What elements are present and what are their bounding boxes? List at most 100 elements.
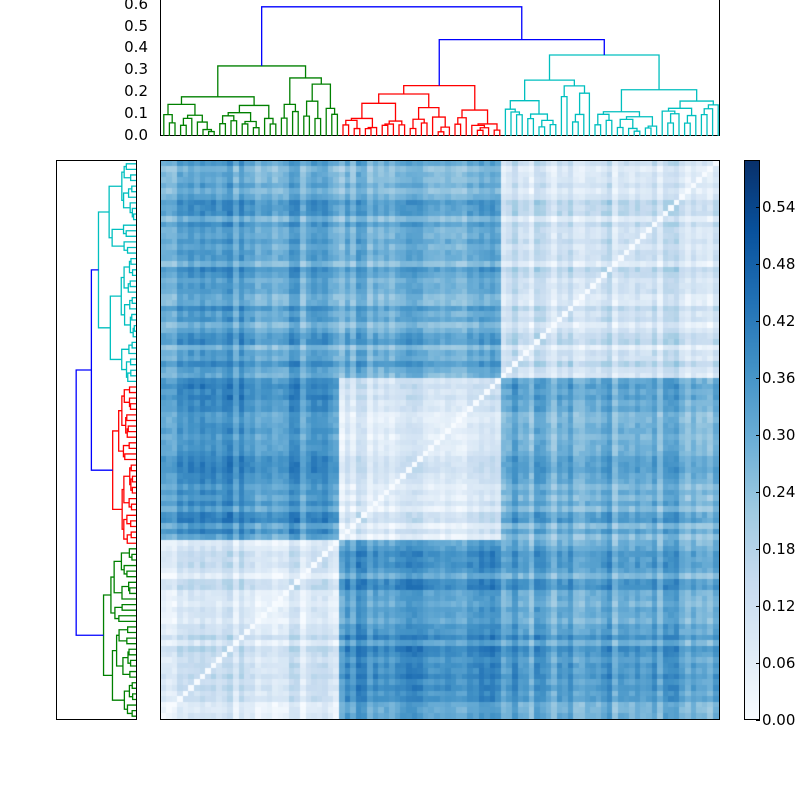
dendrogram-link xyxy=(126,534,136,544)
dendrogram-link xyxy=(168,122,176,136)
colorbar-tick xyxy=(756,549,760,551)
dendrogram-link xyxy=(594,124,602,136)
dendrogram-link xyxy=(403,84,476,111)
dendrogram-link xyxy=(129,659,136,667)
dendrogram-link xyxy=(476,129,484,136)
dendrogram-link xyxy=(123,266,130,289)
dendrogram-link xyxy=(541,119,554,127)
dendrogram-link xyxy=(683,122,691,136)
dendrogram-link xyxy=(130,464,136,472)
dendrogram-link xyxy=(549,123,557,136)
dendrogram-link xyxy=(127,626,136,634)
dendrogram-link xyxy=(202,128,213,136)
dendrogram-link xyxy=(238,104,270,119)
top-dendrogram xyxy=(160,0,720,136)
dendrogram-link xyxy=(510,111,521,136)
colorbar-tick xyxy=(756,720,760,721)
dendrogram-link xyxy=(263,117,274,136)
dendrogram-link xyxy=(126,570,136,578)
dendrogram-link xyxy=(361,102,397,122)
dendrogram-link xyxy=(127,283,136,293)
dendrogram-link xyxy=(620,89,698,112)
dendrogram-link xyxy=(131,682,136,689)
dendrogram-link xyxy=(129,280,136,288)
dendrogram-link xyxy=(303,115,311,136)
dendrogram-link xyxy=(350,117,374,128)
dendrogram-link xyxy=(342,124,350,136)
colorbar-tick xyxy=(756,207,760,209)
dendrogram-link xyxy=(230,120,238,136)
dendrogram-link xyxy=(128,442,136,450)
dendrogram-link xyxy=(131,341,136,349)
dendrogram-link xyxy=(126,637,136,645)
dendrogram-link xyxy=(331,113,339,136)
dendrogram-link xyxy=(627,127,638,136)
dendrogram-link xyxy=(707,104,719,136)
dendrogram-link xyxy=(120,552,130,571)
dendrogram-link xyxy=(129,403,136,410)
dendrogram-link xyxy=(126,414,136,422)
dendrogram-link xyxy=(125,163,136,171)
dendrogram-link xyxy=(128,344,136,355)
dendrogram-link xyxy=(186,114,203,123)
dendrogram-link xyxy=(129,587,136,595)
colorbar-tick-label: 0.54 xyxy=(762,198,796,217)
dendrogram-link xyxy=(128,497,136,508)
dendrogram-link xyxy=(378,93,430,108)
dendrogram-link xyxy=(560,95,568,136)
dendrogram-link xyxy=(454,123,462,136)
dendrogram-link xyxy=(127,651,131,664)
dendrogram-link xyxy=(314,117,322,136)
dendrogram-link xyxy=(128,397,136,408)
dendrogram-link xyxy=(129,174,136,182)
colorbar-axis: 0.00 0.06 0.12 0.18 0.24 0.30 0.36 0.42 0.48 0.54 xyxy=(744,150,800,730)
dendrogram-link xyxy=(196,121,208,136)
dendrogram-link xyxy=(548,54,660,90)
y-tick-label: 0.5 xyxy=(124,16,148,35)
dendrogram-link xyxy=(625,116,654,127)
dendrogram-link xyxy=(163,113,173,136)
dendrogram-link xyxy=(128,684,133,698)
dendrogram-link xyxy=(129,299,136,310)
dendrogram-link xyxy=(112,430,123,511)
dendrogram-link xyxy=(130,258,136,265)
colorbar-tick xyxy=(756,606,760,608)
dendrogram-link xyxy=(109,295,122,361)
dendrogram-link xyxy=(345,119,358,129)
dendrogram-link xyxy=(381,124,389,136)
dendrogram-link xyxy=(126,246,136,254)
dendrogram-link xyxy=(122,656,130,676)
dendrogram-link xyxy=(128,260,133,274)
colorbar-tick-label: 0.36 xyxy=(762,369,796,388)
dendrogram-link xyxy=(121,348,129,371)
dendrogram-link xyxy=(644,127,652,136)
dendrogram-link xyxy=(364,127,372,136)
dendrogram-link xyxy=(207,130,215,136)
dendrogram-link xyxy=(167,103,196,116)
colorbar-tick xyxy=(756,435,760,437)
dendrogram-link xyxy=(578,92,591,136)
dendrogram-link xyxy=(527,117,535,136)
dendrogram-link xyxy=(124,453,136,461)
dendrogram-link xyxy=(217,65,307,97)
dendrogram-link xyxy=(493,129,501,136)
dendrogram-link xyxy=(131,553,136,561)
dendrogram-link xyxy=(126,514,136,525)
colorbar-tick-label: 0.12 xyxy=(762,597,796,616)
top-dendrogram-y-axis: 0.0 0.1 0.2 0.3 0.4 0.5 0.6 xyxy=(110,0,160,144)
colorbar-tick-label: 0.00 xyxy=(762,711,796,729)
colorbar-tick-label: 0.06 xyxy=(762,654,796,673)
dendrogram-link xyxy=(244,120,257,128)
dendrogram-link xyxy=(384,123,395,136)
dendrogram-link xyxy=(563,85,586,97)
dendrogram-link xyxy=(131,297,136,304)
dendrogram-link xyxy=(130,503,136,511)
dendrogram-link xyxy=(669,113,680,136)
colorbar-tick-label: 0.24 xyxy=(762,483,796,502)
dendrogram-link xyxy=(125,230,136,237)
dendrogram-link xyxy=(261,6,523,66)
y-tick-label: 0.0 xyxy=(124,126,148,144)
dendrogram-link xyxy=(283,103,297,119)
dendrogram-link xyxy=(130,369,136,377)
dendrogram-link xyxy=(127,425,136,433)
